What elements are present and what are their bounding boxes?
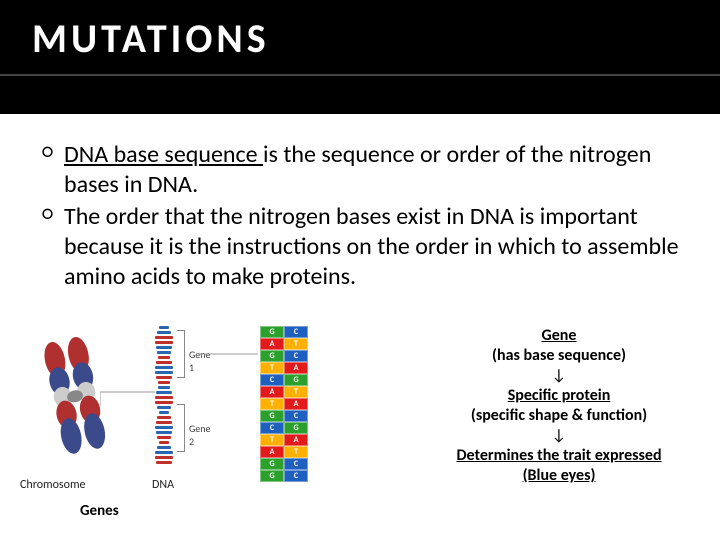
bullet-2-text: The order that the nitrogen bases exist … <box>64 202 682 292</box>
connector-line-2-icon <box>198 350 258 358</box>
bullet-1-text: DNA base sequence is the sequence or ord… <box>64 140 682 200</box>
base-sequence: GCATGCTACGATTAGCCGTAATGCGC <box>260 326 308 482</box>
flow-protein-u: Specific protein <box>508 386 611 405</box>
dna-label: DNA <box>152 478 174 492</box>
genes-label: Genes <box>80 502 119 520</box>
arrow-down-icon: ↓ <box>414 426 704 446</box>
title-underline <box>0 74 720 76</box>
chromosome-label: Chromosome <box>20 478 86 492</box>
slide: MUTATIONS ○ DNA base sequence is the seq… <box>0 0 720 540</box>
connector-line-icon <box>100 386 155 416</box>
flow-trait-sub: (Blue eyes) <box>523 466 596 485</box>
arrow-down-icon: ↓ <box>414 366 704 386</box>
bullet-marker-icon: ○ <box>42 202 64 292</box>
slide-title: MUTATIONS <box>32 14 270 63</box>
flow-text: Gene (has base sequence) ↓ Specific prot… <box>414 326 704 486</box>
bullet-1-underlined: DNA base sequence <box>64 140 263 169</box>
gene2-bracket-icon <box>177 404 185 452</box>
bullet-2: ○ The order that the nitrogen bases exis… <box>42 202 682 292</box>
genes-diagram: Chromosome Gene 1 Gene 2 DNA GCATGCTACGA… <box>20 326 400 526</box>
flow-trait-u: Determines the trait expressed <box>456 446 661 465</box>
gene2-label: Gene 2 <box>189 422 211 448</box>
bullet-1: ○ DNA base sequence is the sequence or o… <box>42 140 682 200</box>
dna-helix: Gene 1 Gene 2 <box>155 326 173 466</box>
gene1-bracket-icon <box>177 330 185 378</box>
flow-gene-u: Gene <box>542 326 577 345</box>
flow-gene-sub: (has base sequence) <box>414 346 704 366</box>
bullet-list: ○ DNA base sequence is the sequence or o… <box>42 140 682 294</box>
flow-protein-sub: (specific shape & function) <box>414 406 704 426</box>
bullet-marker-icon: ○ <box>42 140 64 200</box>
